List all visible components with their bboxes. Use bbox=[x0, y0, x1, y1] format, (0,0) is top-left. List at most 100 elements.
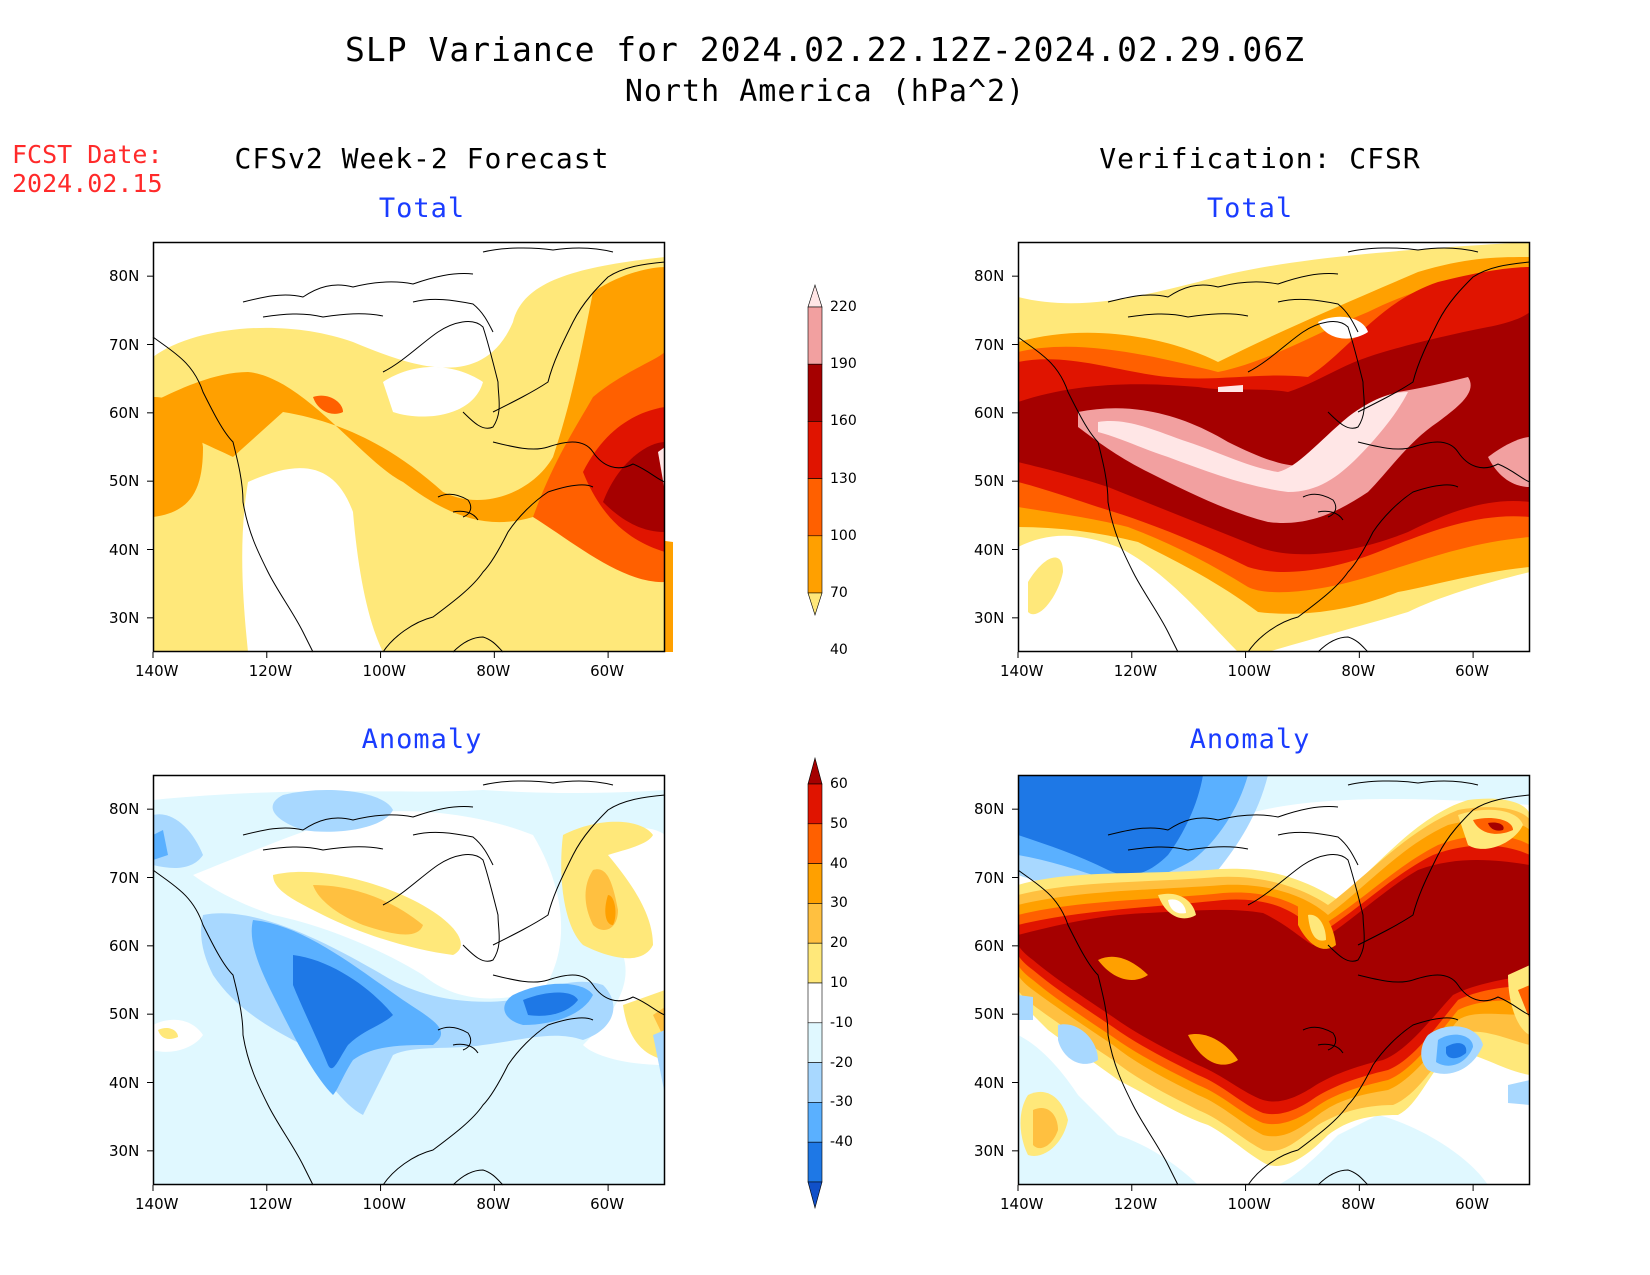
lon-tick-label: 100W bbox=[1227, 1195, 1272, 1213]
map-frame bbox=[1017, 774, 1531, 1186]
coastline bbox=[1127, 846, 1249, 851]
coastline bbox=[242, 806, 474, 836]
colorbar-segment bbox=[807, 942, 823, 984]
lat-tick-label: 60N bbox=[974, 403, 1005, 422]
coastline bbox=[492, 261, 666, 413]
lat-tick-label: 30N bbox=[109, 608, 140, 627]
coastline bbox=[382, 484, 594, 653]
colorbar-total bbox=[807, 284, 823, 616]
lat-tick-label: 80N bbox=[109, 800, 140, 819]
coastline bbox=[1317, 1043, 1344, 1054]
colorbar-level-label: -20 bbox=[830, 1054, 853, 1071]
coastline bbox=[1357, 261, 1531, 413]
coastline bbox=[452, 510, 479, 521]
coastline bbox=[412, 298, 494, 333]
coastline bbox=[1357, 794, 1531, 946]
coastline bbox=[152, 869, 314, 1186]
lon-tick-label: 100W bbox=[362, 662, 407, 680]
coastline bbox=[437, 1026, 472, 1051]
colorbar-level-label: 40 bbox=[830, 855, 848, 872]
lat-tick-label: 70N bbox=[109, 868, 140, 887]
lat-tick-label: 30N bbox=[109, 1141, 140, 1160]
colorbar-level-label: 190 bbox=[830, 356, 857, 373]
lon-tick-label: 100W bbox=[362, 1195, 407, 1213]
lon-tick-label: 80W bbox=[476, 1195, 511, 1213]
colorbar-level-label: 50 bbox=[830, 815, 848, 832]
map-panel-fcst-total-overlay bbox=[147, 241, 666, 658]
colorbar-segment bbox=[807, 823, 823, 864]
lon-tick-label: 120W bbox=[248, 662, 293, 680]
lon-tick-label: 60W bbox=[590, 1195, 625, 1213]
colorbar-segment bbox=[807, 478, 823, 537]
lat-tick-label: 70N bbox=[974, 868, 1005, 887]
lat-tick-label: 80N bbox=[974, 800, 1005, 819]
lat-tick-label: 50N bbox=[974, 472, 1005, 491]
colorbar-level-label: -30 bbox=[830, 1094, 853, 1111]
coastline bbox=[1357, 974, 1414, 983]
map-panel-verif-anomaly-overlay bbox=[1012, 774, 1531, 1191]
coastline bbox=[1277, 831, 1359, 866]
lat-tick-label: 60N bbox=[109, 403, 140, 422]
left-column-heading: CFSv2 Week-2 Forecast bbox=[234, 142, 610, 175]
panel-title-fcst-total: Total bbox=[378, 193, 466, 224]
lat-tick-label: 70N bbox=[974, 335, 1005, 354]
lat-tick-label: 50N bbox=[109, 1005, 140, 1024]
colorbar-level-label: 10 bbox=[830, 975, 848, 991]
colorbar-level-label: 160 bbox=[830, 413, 857, 430]
panel-title-verif-total: Total bbox=[1206, 193, 1294, 224]
colorbar-level-label: 40 bbox=[830, 642, 848, 659]
colorbar-segment bbox=[807, 363, 823, 422]
lat-tick-label: 40N bbox=[974, 540, 1005, 559]
coastline bbox=[452, 1169, 504, 1186]
coastline bbox=[382, 1017, 594, 1186]
coastline bbox=[1017, 336, 1179, 653]
coastline bbox=[1357, 441, 1414, 450]
coastline bbox=[382, 321, 500, 429]
fcst-date-value: 2024.02.15 bbox=[12, 169, 163, 198]
coastline bbox=[1412, 441, 1531, 483]
lon-tick-label: 60W bbox=[1455, 1195, 1490, 1213]
colorbar-segment bbox=[807, 535, 823, 594]
right-column-heading: Verification: CFSR bbox=[1099, 142, 1421, 175]
colorbar-segment bbox=[807, 1141, 823, 1183]
coastline bbox=[1017, 869, 1179, 1186]
figure-title: SLP Variance for 2024.02.22.12Z-2024.02.… bbox=[345, 30, 1305, 69]
coastline bbox=[482, 247, 614, 253]
coastline bbox=[1107, 806, 1339, 836]
coastline bbox=[1247, 484, 1459, 653]
colorbar-anomaly bbox=[807, 756, 823, 1210]
colorbar-level-label: 100 bbox=[830, 527, 857, 544]
map-panel-fcst-anomaly-overlay bbox=[147, 774, 666, 1191]
lat-tick-label: 70N bbox=[109, 335, 140, 354]
lat-tick-label: 60N bbox=[109, 936, 140, 955]
lat-tick-label: 40N bbox=[109, 540, 140, 559]
lon-tick-label: 60W bbox=[590, 662, 625, 680]
map-panel-verif-anomaly bbox=[1018, 775, 1530, 1185]
lat-tick-label: 30N bbox=[974, 1141, 1005, 1160]
lon-tick-label: 120W bbox=[1113, 662, 1158, 680]
coastline bbox=[382, 854, 500, 962]
colorbar-level-label: 70 bbox=[830, 585, 848, 601]
coastline bbox=[1347, 247, 1479, 253]
colorbar-segment bbox=[807, 1022, 823, 1063]
colorbar-segment bbox=[807, 783, 823, 825]
coastline bbox=[547, 974, 666, 1016]
lon-tick-label: 140W bbox=[135, 1195, 179, 1213]
coastline bbox=[412, 831, 494, 866]
coastline bbox=[262, 313, 384, 318]
coastline bbox=[1302, 1026, 1337, 1051]
coastline bbox=[1347, 780, 1479, 786]
coastline bbox=[452, 636, 504, 653]
lon-tick-label: 80W bbox=[1341, 662, 1376, 680]
colorbar-segment bbox=[807, 1062, 823, 1103]
lon-tick-label: 80W bbox=[476, 662, 511, 680]
panel-title-verif-anomaly: Anomaly bbox=[1189, 724, 1311, 755]
lon-tick-label: 140W bbox=[135, 662, 179, 680]
coastline bbox=[1247, 854, 1365, 962]
colorbar-level-label: 220 bbox=[830, 299, 857, 315]
coastline bbox=[492, 974, 549, 983]
lat-tick-label: 80N bbox=[974, 267, 1005, 286]
coastline bbox=[1317, 636, 1369, 653]
colorbar-segment bbox=[807, 306, 823, 365]
colorbar-level-label: 30 bbox=[830, 895, 848, 912]
